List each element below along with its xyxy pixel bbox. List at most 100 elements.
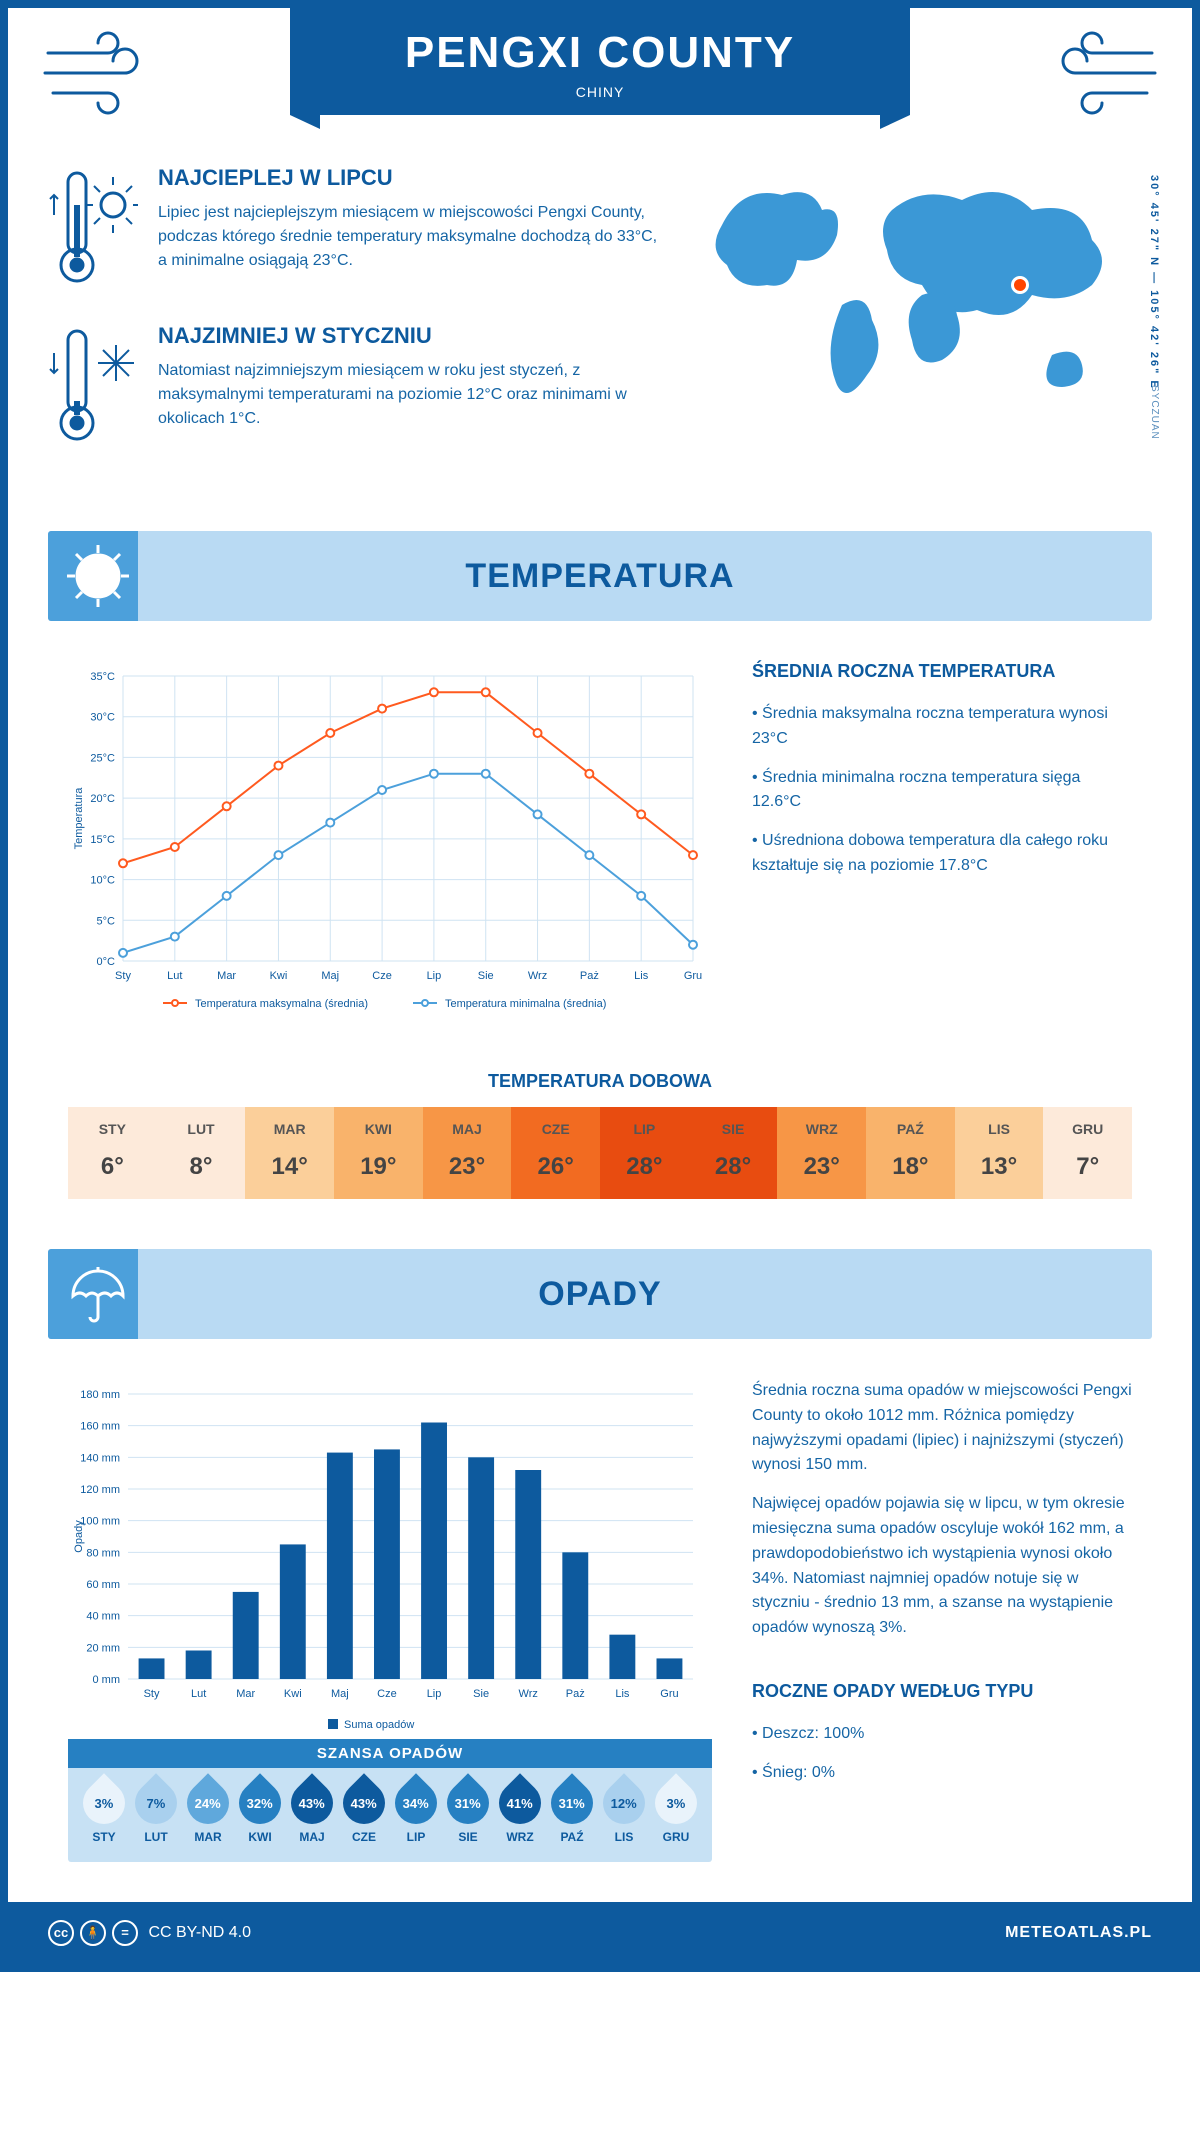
svg-text:Suma opadów: Suma opadów [344,1719,414,1731]
svg-text:Wrz: Wrz [528,970,547,982]
svg-text:Gru: Gru [684,970,702,982]
svg-text:160 mm: 160 mm [80,1421,120,1433]
daily-temp-cell: LUT8° [157,1107,246,1199]
svg-text:120 mm: 120 mm [80,1484,120,1496]
svg-text:60 mm: 60 mm [86,1579,120,1591]
site-name: METEOATLAS.PL [1005,1924,1152,1942]
svg-text:0 mm: 0 mm [93,1674,121,1686]
precip-chart-row: 0 mm20 mm40 mm60 mm80 mm100 mm120 mm140 … [8,1339,1192,1902]
svg-text:30°C: 30°C [90,712,115,724]
daily-temp-cell: KWI19° [334,1107,423,1199]
svg-text:35°C: 35°C [90,671,115,683]
warmest-heading: NAJCIEPLEJ W LIPCU [158,165,662,191]
cc-icon: cc [48,1920,74,1946]
chance-cell: 31%SIE [442,1782,494,1844]
svg-text:Lut: Lut [167,970,182,982]
chance-cell: 41%WRZ [494,1782,546,1844]
license-text: CC BY-ND 4.0 [148,1924,251,1941]
type-bullet: Śnieg: 0% [752,1761,1132,1786]
temperature-section-head: TEMPERATURA [48,531,1152,621]
chance-title: SZANSA OPADÓW [68,1739,712,1768]
svg-text:20°C: 20°C [90,793,115,805]
svg-text:0°C: 0°C [97,956,116,968]
precip-chance-strip: SZANSA OPADÓW 3%STY7%LUT24%MAR32%KWI43%M… [68,1739,712,1862]
daily-temp-cell: LIS13° [955,1107,1044,1199]
sun-icon [63,541,133,611]
warmest-text: Lipiec jest najcieplejszym miesiącem w m… [158,201,662,273]
temperature-title: TEMPERATURA [465,557,734,596]
thermometer-hot-icon [48,165,138,295]
svg-text:Wrz: Wrz [519,1688,538,1700]
svg-text:Cze: Cze [372,970,392,982]
svg-text:100 mm: 100 mm [80,1516,120,1528]
page-subtitle: CHINY [350,84,850,100]
chance-cell: 12%LIS [598,1782,650,1844]
coldest-heading: NAJZIMNIEJ W STYCZNIU [158,323,662,349]
svg-text:15°C: 15°C [90,834,115,846]
precip-bar-chart: 0 mm20 mm40 mm60 mm80 mm100 mm120 mm140 … [68,1379,708,1739]
temperature-line-chart: 0°C5°C10°C15°C20°C25°C30°C35°CStyLutMarK… [68,661,708,1021]
daily-temp-cell: SIE28° [689,1107,778,1199]
chance-cell: 3%GRU [650,1782,702,1844]
daily-temp-cell: MAJ23° [423,1107,512,1199]
intro-row: NAJCIEPLEJ W LIPCU Lipiec jest najcieple… [8,135,1192,511]
svg-text:Lut: Lut [191,1688,206,1700]
temperature-summary: ŚREDNIA ROCZNA TEMPERATURA Średnia maksy… [752,661,1132,1021]
nd-icon: = [112,1920,138,1946]
svg-text:10°C: 10°C [90,875,115,887]
svg-text:Paż: Paż [566,1688,585,1700]
region-label: SYCZUAN [1149,385,1160,440]
wind-decoration-left [43,28,163,118]
world-map-svg [692,165,1122,435]
page-root: PENGXI COUNTY CHINY NAJCIEPLEJ W LIPCU L… [0,0,1200,1972]
chance-cell: 34%LIP [390,1782,442,1844]
daily-temp-cell: STY6° [68,1107,157,1199]
warmest-block: NAJCIEPLEJ W LIPCU Lipiec jest najcieple… [48,165,662,295]
svg-text:Maj: Maj [321,970,339,982]
svg-text:Opady: Opady [73,1520,85,1553]
svg-text:Mar: Mar [236,1688,255,1700]
svg-text:20 mm: 20 mm [86,1642,120,1654]
svg-text:140 mm: 140 mm [80,1452,120,1464]
chance-cell: 43%MAJ [286,1782,338,1844]
temp-summary-heading: ŚREDNIA ROCZNA TEMPERATURA [752,661,1132,682]
svg-text:Temperatura minimalna (średnia: Temperatura minimalna (średnia) [445,998,606,1010]
svg-text:Temperatura maksymalna (średni: Temperatura maksymalna (średnia) [195,998,368,1010]
svg-text:Mar: Mar [217,970,236,982]
svg-text:Lip: Lip [427,970,442,982]
world-map: 30° 45' 27" N — 105° 42' 26" E SYCZUAN [692,165,1152,481]
daily-temp-title: TEMPERATURA DOBOWA [8,1071,1192,1092]
svg-text:Lip: Lip [427,1688,442,1700]
precip-title: OPADY [538,1275,661,1314]
license-block: cc🧍= CC BY-ND 4.0 [48,1920,251,1946]
svg-text:Lis: Lis [634,970,649,982]
daily-temp-cell: MAR14° [245,1107,334,1199]
chance-cell: 32%KWI [234,1782,286,1844]
umbrella-icon [63,1259,133,1329]
temp-bullet: Średnia maksymalna roczna temperatura wy… [752,702,1132,752]
daily-temp-cell: PAŹ18° [866,1107,955,1199]
chance-cell: 31%PAŹ [546,1782,598,1844]
svg-text:Sie: Sie [478,970,494,982]
chance-cell: 24%MAR [182,1782,234,1844]
coldest-block: NAJZIMNIEJ W STYCZNIU Natomiast najzimni… [48,323,662,453]
daily-temp-cell: GRU7° [1043,1107,1132,1199]
svg-text:Kwi: Kwi [284,1688,302,1700]
daily-temp-cell: LIP28° [600,1107,689,1199]
thermometer-cold-icon [48,323,138,453]
chance-cell: 43%CZE [338,1782,390,1844]
svg-text:Lis: Lis [615,1688,630,1700]
by-icon: 🧍 [80,1920,106,1946]
page-title: PENGXI COUNTY [350,28,850,78]
temp-bullet: Średnia minimalna roczna temperatura się… [752,766,1132,816]
svg-text:180 mm: 180 mm [80,1389,120,1401]
chance-cell: 7%LUT [130,1782,182,1844]
temp-bullet: Uśredniona dobowa temperatura dla całego… [752,829,1132,879]
precip-section-head: OPADY [48,1249,1152,1339]
temperature-chart-row: 0°C5°C10°C15°C20°C25°C30°C35°CStyLutMarK… [8,621,1192,1041]
coldest-text: Natomiast najzimniejszym miesiącem w rok… [158,359,662,431]
daily-temp-cell: WRZ23° [777,1107,866,1199]
daily-temp-table: STY6°LUT8°MAR14°KWI19°MAJ23°CZE26°LIP28°… [68,1107,1132,1199]
header: PENGXI COUNTY CHINY [8,8,1192,135]
precip-text-2: Najwięcej opadów pojawia się w lipcu, w … [752,1492,1132,1641]
